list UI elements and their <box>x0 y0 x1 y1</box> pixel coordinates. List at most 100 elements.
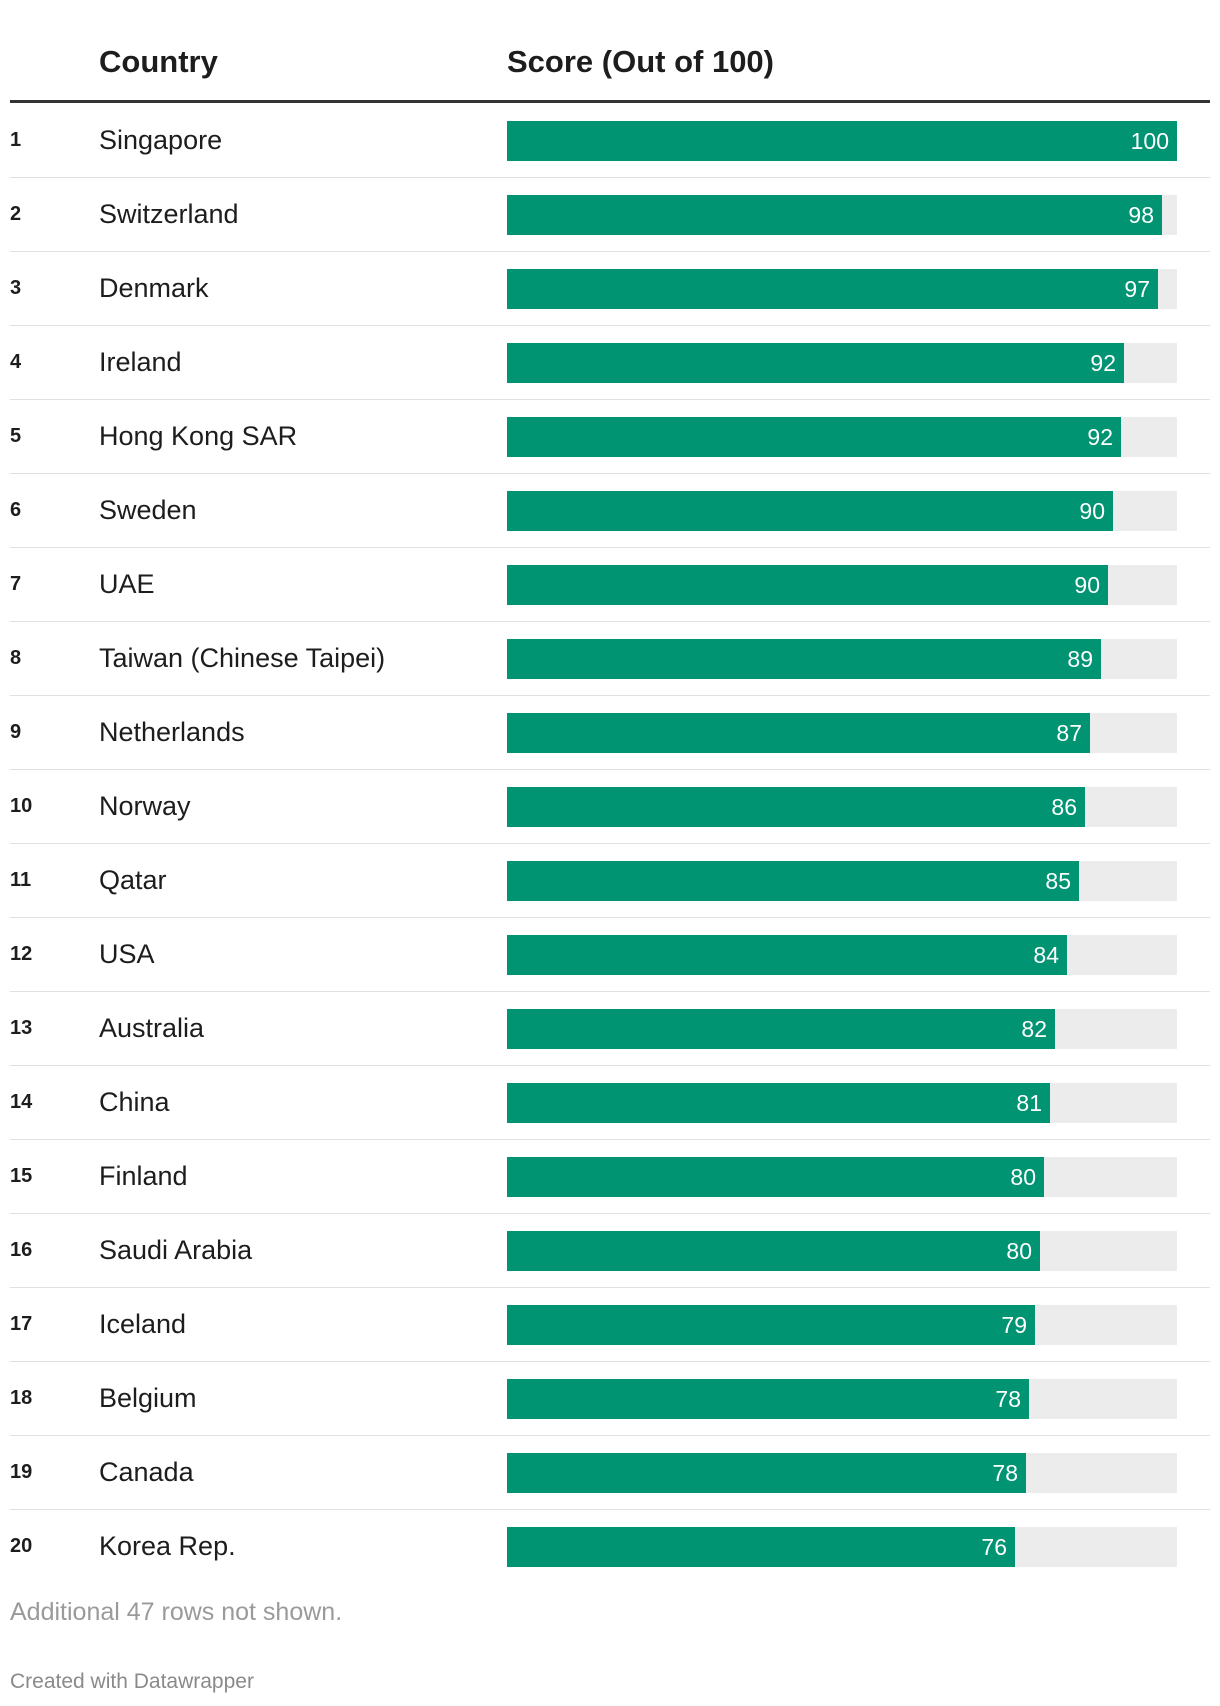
country-name: Ireland <box>99 347 182 377</box>
rank-number: 19 <box>10 1461 33 1483</box>
score-value-label: 97 <box>1124 276 1150 302</box>
table-row: 4 Ireland 92 <box>10 326 1210 400</box>
table-row: 11 Qatar 85 <box>10 844 1210 918</box>
table-row: 7 UAE 90 <box>10 548 1210 622</box>
column-header-score[interactable]: Score (Out of 100) <box>507 44 774 79</box>
table-row: 14 China 81 <box>10 1066 1210 1140</box>
bar-track: 76 <box>507 1527 1177 1567</box>
score-bar: 81 <box>507 1083 1050 1123</box>
score-value-label: 82 <box>1021 1016 1047 1042</box>
score-bar: 97 <box>507 269 1158 309</box>
rank-number: 12 <box>10 943 33 965</box>
rank-number: 9 <box>10 721 22 743</box>
bar-track: 92 <box>507 343 1177 383</box>
score-value-label: 78 <box>995 1386 1021 1412</box>
country-name: Korea Rep. <box>99 1531 236 1561</box>
score-value-label: 76 <box>981 1534 1007 1560</box>
bar-track: 87 <box>507 713 1177 753</box>
rank-number: 1 <box>10 129 22 151</box>
score-value-label: 81 <box>1016 1090 1042 1116</box>
score-bar: 90 <box>507 491 1113 531</box>
rank-number: 16 <box>10 1239 33 1261</box>
score-bar: 84 <box>507 935 1067 975</box>
bar-track: 82 <box>507 1009 1177 1049</box>
bar-track: 100 <box>507 121 1177 161</box>
score-value-label: 80 <box>1010 1164 1036 1190</box>
score-value-label: 78 <box>992 1460 1018 1486</box>
score-bar: 80 <box>507 1231 1040 1271</box>
score-value-label: 92 <box>1090 350 1116 376</box>
country-name: Taiwan (Chinese Taipei) <box>99 643 386 673</box>
table-row: 3 Denmark 97 <box>10 252 1210 326</box>
table-row: 6 Sweden 90 <box>10 474 1210 548</box>
table-row: 15 Finland 80 <box>10 1140 1210 1214</box>
bar-track: 84 <box>507 935 1177 975</box>
bar-track: 85 <box>507 861 1177 901</box>
score-bar: 92 <box>507 343 1124 383</box>
score-value-label: 79 <box>1001 1312 1027 1338</box>
country-name: UAE <box>99 569 155 599</box>
score-value-label: 86 <box>1051 794 1077 820</box>
table-row: 13 Australia 82 <box>10 992 1210 1066</box>
score-value-label: 85 <box>1045 868 1071 894</box>
rank-number: 18 <box>10 1387 33 1409</box>
score-bar: 78 <box>507 1453 1026 1493</box>
table-row: 2 Switzerland 98 <box>10 178 1210 252</box>
score-bar: 76 <box>507 1527 1015 1567</box>
score-value-label: 87 <box>1056 720 1082 746</box>
score-value-label: 100 <box>1130 128 1169 154</box>
table-row: 9 Netherlands 87 <box>10 696 1210 770</box>
table-row: 17 Iceland 79 <box>10 1288 1210 1362</box>
score-value-label: 90 <box>1074 572 1100 598</box>
rank-number: 4 <box>10 351 22 373</box>
bar-track: 78 <box>507 1379 1177 1419</box>
bar-track: 81 <box>507 1083 1177 1123</box>
bar-track: 97 <box>507 269 1177 309</box>
score-bar: 98 <box>507 195 1162 235</box>
score-bar: 100 <box>507 121 1177 161</box>
score-bar: 78 <box>507 1379 1029 1419</box>
country-name: Sweden <box>99 495 197 525</box>
rank-number: 7 <box>10 573 22 595</box>
score-bar: 92 <box>507 417 1121 457</box>
bar-track: 98 <box>507 195 1177 235</box>
table-row: 8 Taiwan (Chinese Taipei) 89 <box>10 622 1210 696</box>
bar-track: 78 <box>507 1453 1177 1493</box>
rank-number: 3 <box>10 277 22 299</box>
bar-track: 89 <box>507 639 1177 679</box>
table-row: 10 Norway 86 <box>10 770 1210 844</box>
country-name: Qatar <box>99 865 167 895</box>
country-name: Norway <box>99 791 191 821</box>
rank-number: 20 <box>10 1535 33 1557</box>
country-name: Saudi Arabia <box>99 1235 253 1265</box>
table-row: 16 Saudi Arabia 80 <box>10 1214 1210 1288</box>
country-name: Switzerland <box>99 199 239 229</box>
score-value-label: 92 <box>1087 424 1113 450</box>
bar-track: 86 <box>507 787 1177 827</box>
credit-line: Created with Datawrapper <box>10 1670 254 1693</box>
score-bar: 87 <box>507 713 1090 753</box>
country-name: Denmark <box>99 273 209 303</box>
country-name: USA <box>99 939 155 969</box>
bar-track: 90 <box>507 565 1177 605</box>
bar-track: 90 <box>507 491 1177 531</box>
country-name: Singapore <box>99 125 223 155</box>
country-name: Australia <box>99 1013 205 1043</box>
rank-number: 14 <box>10 1091 33 1113</box>
table-row: 18 Belgium 78 <box>10 1362 1210 1436</box>
column-header-country[interactable]: Country <box>99 44 218 79</box>
rank-number: 17 <box>10 1313 33 1335</box>
country-name: Finland <box>99 1161 188 1191</box>
score-value-label: 80 <box>1006 1238 1032 1264</box>
rank-number: 5 <box>10 425 22 447</box>
table-body: 1 Singapore 100 2 Switzerland 98 3 Denmark 97 4 Ir… <box>10 104 1210 1584</box>
bar-track: 80 <box>507 1157 1177 1197</box>
rank-number: 15 <box>10 1165 33 1187</box>
score-value-label: 89 <box>1067 646 1093 672</box>
bar-track: 80 <box>507 1231 1177 1271</box>
rank-number: 2 <box>10 203 22 225</box>
score-bar: 85 <box>507 861 1079 901</box>
table-row: 20 Korea Rep. 76 <box>10 1510 1210 1584</box>
score-bar: 79 <box>507 1305 1035 1345</box>
country-name: Canada <box>99 1457 194 1487</box>
